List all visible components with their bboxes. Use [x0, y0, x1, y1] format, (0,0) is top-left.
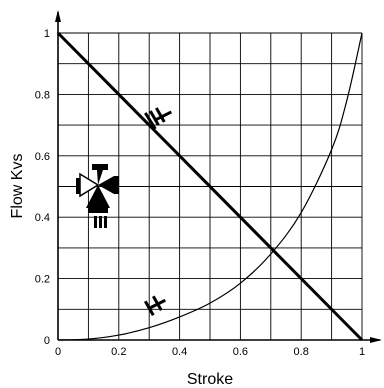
x-tick-label: 0.6 — [233, 346, 248, 358]
y-axis-arrow — [55, 10, 61, 22]
y-tick-labels: 0 0.2 0.4 0.6 0.8 1 — [35, 28, 50, 347]
y-tick-label: 0 — [44, 335, 50, 347]
y-tick-label: 1 — [44, 28, 50, 40]
x-tick-label: 0.4 — [172, 346, 187, 358]
grid — [58, 32, 363, 340]
series-label-i — [143, 295, 166, 316]
y-tick-label: 0.2 — [35, 274, 50, 286]
y-tick-label: 0.8 — [35, 89, 50, 101]
axes — [55, 10, 382, 343]
series-layer — [56, 31, 364, 342]
x-tick-label: 0.8 — [294, 346, 309, 358]
series-i-line — [57, 32, 363, 341]
series-label-i-ii — [144, 107, 172, 130]
x-axis-arrow — [370, 337, 382, 343]
x-tick-label: 0.2 — [111, 346, 126, 358]
y-tick-label: 0.6 — [35, 151, 50, 163]
x-tick-label: 0 — [55, 346, 61, 358]
three-way-valve-icon — [76, 164, 119, 228]
x-axis-label: Stroke — [187, 371, 233, 388]
x-tick-labels: 0 0.2 0.4 0.6 0.8 1 — [55, 346, 365, 358]
y-tick-label: 0.4 — [35, 212, 50, 224]
y-axis-label: Flow Kvs — [9, 154, 26, 219]
series-i-ii-line — [56, 31, 364, 342]
x-tick-label: 1 — [359, 346, 365, 358]
